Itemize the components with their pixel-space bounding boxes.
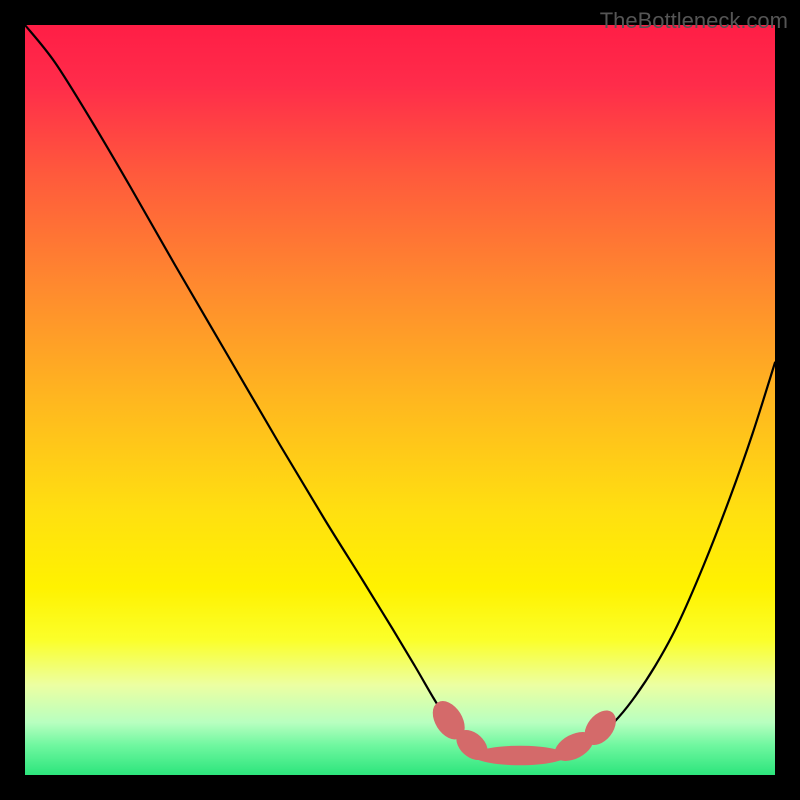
chart-container: TheBottleneck.com [0, 0, 800, 800]
plot-background [25, 25, 775, 775]
marker-segment [474, 746, 567, 766]
watermark-label: TheBottleneck.com [600, 8, 788, 34]
chart-svg [0, 0, 800, 800]
